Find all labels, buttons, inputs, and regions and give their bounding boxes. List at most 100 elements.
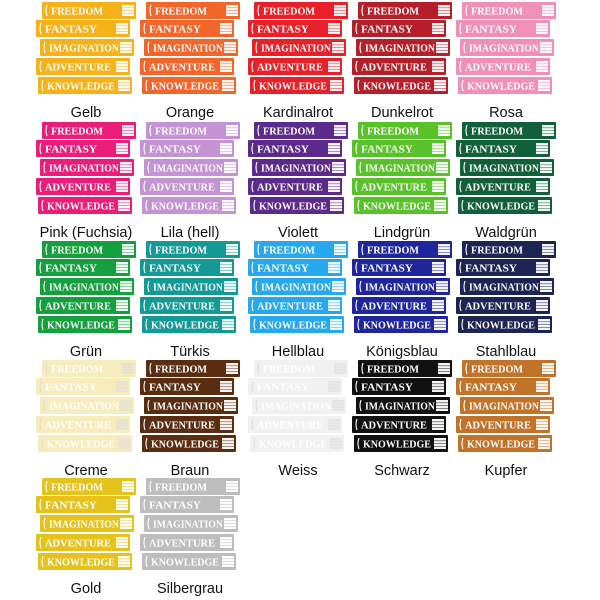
swatch-12[interactable]: FREEDOM FANTASY IMAGINATION ADVENTURE KNOWLE… [248,241,348,361]
book-title: KNOWLEDGE [467,81,535,93]
swatch-6[interactable]: FREEDOM FANTASY IMAGINATION ADVENTURE KNOWLE… [140,122,240,242]
swatch-8[interactable]: FREEDOM FANTASY IMAGINATION ADVENTURE KNOWLE… [352,122,452,242]
swatch-11[interactable]: FREEDOM FANTASY IMAGINATION ADVENTURE KNOWLE… [140,241,240,361]
swatch-label: Violett [277,225,319,241]
swatch-label: Braun [170,463,210,479]
swatch-4[interactable]: FREEDOM FANTASY IMAGINATION ADVENTURE KNOWLE… [456,2,556,122]
swatch-13[interactable]: FREEDOM FANTASY IMAGINATION ADVENTURE KNOWLE… [352,241,452,361]
book-2: IMAGINATION [40,278,134,295]
book-title: FANTASY [465,24,517,36]
book-1: FANTASY [352,140,446,157]
book-title: ADVENTURE [257,301,323,313]
book-stack-icon: FREEDOM FANTASY IMAGINATION ADVENTURE KNOWLE… [36,360,136,452]
book-stack-icon: FREEDOM FANTASY IMAGINATION ADVENTURE KNOWLE… [456,122,556,214]
book-stack-icon: FREEDOM FANTASY IMAGINATION ADVENTURE KNOWLE… [36,478,136,570]
book-4: KNOWLEDGE [142,316,236,333]
book-2: IMAGINATION [460,39,554,56]
book-title: FANTASY [45,24,97,36]
swatch-5[interactable]: FREEDOM FANTASY IMAGINATION ADVENTURE KNOWLE… [36,122,136,242]
book-title: ADVENTURE [149,420,215,432]
book-3: ADVENTURE [140,416,234,433]
swatch-label: Silbergrau [156,581,224,597]
book-title: IMAGINATION [153,401,223,413]
book-0: FREEDOM [358,241,452,258]
swatch-label: Kardinalrot [262,105,334,121]
book-title: KNOWLEDGE [467,320,535,332]
book-1: FANTASY [36,259,130,276]
swatch-10[interactable]: FREEDOM FANTASY IMAGINATION ADVENTURE KNOWLE… [36,241,136,361]
book-title: FANTASY [149,263,201,275]
book-title: ADVENTURE [465,62,531,74]
swatch-label: Grün [69,344,103,360]
book-title: FREEDOM [51,364,104,376]
book-0: FREEDOM [462,360,556,377]
book-title: FREEDOM [471,6,524,18]
book-title: IMAGINATION [49,282,119,294]
book-title: IMAGINATION [49,401,119,413]
book-title: IMAGINATION [49,163,119,175]
book-2: IMAGINATION [144,515,238,532]
book-2: IMAGINATION [40,39,134,56]
book-title: KNOWLEDGE [363,439,431,451]
swatch-7[interactable]: FREEDOM FANTASY IMAGINATION ADVENTURE KNOWLE… [248,122,348,242]
swatch-label: Gelb [70,105,102,121]
book-title: ADVENTURE [465,182,531,194]
swatch-17[interactable]: FREEDOM FANTASY IMAGINATION ADVENTURE KNOWLE… [248,360,348,480]
book-4: KNOWLEDGE [458,435,552,452]
book-3: ADVENTURE [140,297,234,314]
book-3: ADVENTURE [352,58,446,75]
book-title: FREEDOM [367,6,420,18]
book-0: FREEDOM [254,2,348,19]
swatch-label: Stahlblau [475,344,537,360]
book-1: FANTASY [352,378,446,395]
book-0: FREEDOM [254,241,348,258]
swatch-9[interactable]: FREEDOM FANTASY IMAGINATION ADVENTURE KNOWLE… [456,122,556,242]
swatch-0[interactable]: FREEDOM FANTASY IMAGINATION ADVENTURE KNOWLE… [36,2,136,122]
book-title: KNOWLEDGE [47,439,115,451]
book-title: KNOWLEDGE [363,201,431,213]
book-4: KNOWLEDGE [38,553,132,570]
book-title: FANTASY [465,144,517,156]
book-3: ADVENTURE [36,58,130,75]
swatch-18[interactable]: FREEDOM FANTASY IMAGINATION ADVENTURE KNOWLE… [352,360,452,480]
swatch-20[interactable]: FREEDOM FANTASY IMAGINATION ADVENTURE KNOWLE… [36,478,136,598]
book-title: FREEDOM [155,364,208,376]
swatch-16[interactable]: FREEDOM FANTASY IMAGINATION ADVENTURE KNOWLE… [140,360,240,480]
book-stack-icon: FREEDOM FANTASY IMAGINATION ADVENTURE KNOWLE… [248,241,348,333]
swatch-19[interactable]: FREEDOM FANTASY IMAGINATION ADVENTURE KNOWLE… [456,360,556,480]
book-stack-icon: FREEDOM FANTASY IMAGINATION ADVENTURE KNOWLE… [248,122,348,214]
book-title: KNOWLEDGE [151,201,219,213]
book-1: FANTASY [36,20,130,37]
book-title: ADVENTURE [149,182,215,194]
book-3: ADVENTURE [36,416,130,433]
book-title: ADVENTURE [45,538,111,550]
book-title: IMAGINATION [261,282,331,294]
book-title: IMAGINATION [365,282,435,294]
book-stack-icon: FREEDOM FANTASY IMAGINATION ADVENTURE KNOWLE… [352,360,452,452]
book-4: KNOWLEDGE [38,77,132,94]
swatch-label: Kupfer [484,463,528,479]
swatch-2[interactable]: FREEDOM FANTASY IMAGINATION ADVENTURE KNOWLE… [248,2,348,122]
book-title: FANTASY [465,382,517,394]
book-title: KNOWLEDGE [259,81,327,93]
book-3: ADVENTURE [248,178,342,195]
book-title: KNOWLEDGE [47,557,115,569]
book-title: FREEDOM [367,245,420,257]
swatch-21[interactable]: FREEDOM FANTASY IMAGINATION ADVENTURE KNOWLE… [140,478,240,598]
book-title: ADVENTURE [45,301,111,313]
book-1: FANTASY [36,496,130,513]
book-title: FANTASY [45,263,97,275]
swatch-3[interactable]: FREEDOM FANTASY IMAGINATION ADVENTURE KNOWLE… [352,2,452,122]
book-4: KNOWLEDGE [250,435,344,452]
book-4: KNOWLEDGE [354,435,448,452]
book-title: ADVENTURE [45,420,111,432]
swatch-1[interactable]: FREEDOM FANTASY IMAGINATION ADVENTURE KNOWLE… [140,2,240,122]
book-2: IMAGINATION [40,515,134,532]
book-title: IMAGINATION [469,401,539,413]
book-title: KNOWLEDGE [47,81,115,93]
book-title: FREEDOM [51,6,104,18]
swatch-15[interactable]: FREEDOM FANTASY IMAGINATION ADVENTURE KNOWLE… [36,360,136,480]
book-title: IMAGINATION [365,163,435,175]
book-0: FREEDOM [146,2,240,19]
swatch-14[interactable]: FREEDOM FANTASY IMAGINATION ADVENTURE KNOWLE… [456,241,556,361]
